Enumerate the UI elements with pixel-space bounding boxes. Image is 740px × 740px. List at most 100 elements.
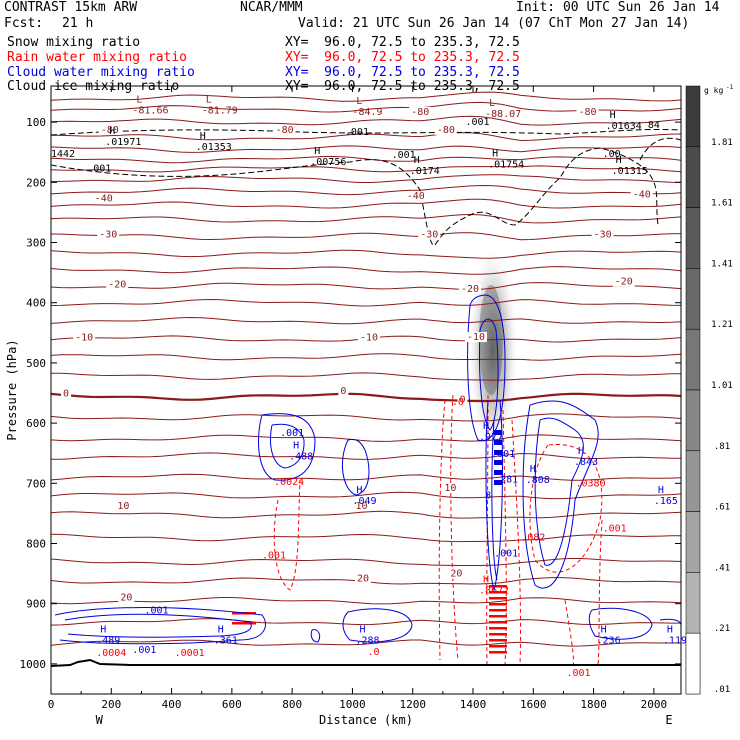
isotherm-label-bg: [353, 501, 370, 512]
extremum-value: .488: [289, 451, 313, 462]
colorbar-level-label: .41: [714, 563, 730, 573]
isotherm-line: [51, 198, 681, 209]
isotherm-line: [51, 132, 681, 142]
isotherm-label: -40: [633, 189, 651, 200]
rain-contour: [486, 394, 489, 666]
cloud-water-contour: [310, 629, 321, 643]
extremum-symbol: H: [667, 625, 673, 636]
extremum-symbol: H: [530, 464, 536, 475]
cloud-water-core-mark: [494, 440, 502, 445]
cloud-water-core-mark: [494, 470, 502, 475]
labels-layer: -80 -80 -80 -80 -80 -40 -40 -40 -30 -30 -30 -20 -20 -…: [51, 94, 687, 679]
isotherm-label-bg: [115, 501, 132, 512]
rain-contours: [232, 394, 603, 666]
contour-label: .001: [132, 645, 156, 656]
contour-label: .001: [87, 163, 111, 174]
extremum-symbol: H: [314, 146, 320, 157]
cloud-water-contour: [467, 294, 506, 442]
contour-label: .00: [603, 149, 621, 160]
contour-label: .001: [603, 523, 627, 534]
rain-core-mark: [489, 645, 507, 648]
extremum-value: .288: [355, 636, 379, 647]
cloud-water-contour: [64, 613, 252, 638]
cloud-water-core-mark: [494, 480, 502, 485]
y-tick-label: 500: [26, 357, 46, 370]
cloud-water-core-mark: [494, 450, 502, 455]
forecast-value: 21 h: [62, 16, 94, 31]
x-tick-label: 1800: [580, 698, 607, 711]
isotherm-line: [51, 392, 681, 403]
extremum-value: .361: [214, 636, 238, 647]
contour-label: .001: [345, 127, 369, 138]
x-tick-label: 200: [101, 698, 121, 711]
isotherm-label: -40: [407, 191, 425, 202]
rain-core-mark: [489, 627, 507, 630]
cloud-ice-contour: [51, 128, 681, 136]
extremum-value: .01634: [606, 121, 642, 132]
extremum-value: .489: [96, 636, 120, 647]
contour-label: .001: [465, 117, 489, 128]
contour-label: .0: [368, 647, 380, 658]
x-tick-label: 600: [222, 698, 242, 711]
isotherm-label: -30: [594, 230, 612, 241]
rain-core-mark: [489, 585, 507, 588]
x-end-label-west: W: [96, 713, 104, 727]
isotherm-label-bg: [418, 229, 441, 240]
x-tick-label: 1200: [399, 698, 426, 711]
isotherm-label-bg: [97, 229, 120, 240]
isotherm-label-bg: [442, 483, 459, 494]
extremum-symbol: H: [293, 440, 299, 451]
colorbar-swatch: [685, 328, 701, 391]
field-name-rain: Rain water mixing ratio: [7, 50, 188, 65]
isotherm-label-bg: [434, 124, 457, 135]
cloud-water-contour: [478, 318, 499, 431]
isotherm-line: [51, 266, 681, 275]
cloud-water-contour: [342, 608, 413, 643]
cloud-water-contours: [54, 294, 681, 645]
extremum-value: -84.9: [352, 107, 382, 118]
colorbar-level-label: 1.61: [711, 199, 733, 209]
cloud-ice-contour: [51, 147, 659, 246]
extremum-value: .01315: [612, 166, 648, 177]
rain-core-mark: [489, 615, 507, 618]
isotherm-label-bg: [357, 332, 380, 343]
plot-area: [51, 91, 681, 667]
extremum-symbol: H: [109, 126, 115, 137]
cloud-ice-contour: [639, 137, 681, 161]
extremum-symbol: H: [218, 625, 224, 636]
contour-label: .0004: [96, 648, 126, 659]
valid-time: Valid: 21 UTC Sun 26 Jan 14 (07 ChT Mon …: [298, 16, 690, 31]
extremum-symbol: H: [359, 625, 365, 636]
isotherm-label: 20: [450, 569, 462, 580]
colorbar-swatch: [685, 146, 701, 208]
isotherm-label: 10: [117, 501, 129, 512]
isotherm-line: [51, 115, 681, 126]
isotherm-label-bg: [409, 106, 432, 117]
extremum-value: .01971: [105, 137, 141, 148]
extremum-value: .977: [479, 432, 503, 443]
isotherm-line: [51, 145, 681, 153]
y-axis-label: Pressure (hPa): [5, 339, 19, 440]
y-tick-label: 900: [26, 598, 46, 611]
isotherm-line: [51, 473, 681, 481]
rain-core-mark: [489, 597, 507, 600]
isotherm-label-bg: [354, 573, 371, 584]
y-tick-label: 300: [26, 237, 46, 250]
rain-contour: [564, 599, 574, 666]
x-tick-label: 1600: [520, 698, 547, 711]
extremum-value: .049: [352, 496, 376, 507]
isotherm-line: [51, 91, 681, 102]
cloud-water-contour: [588, 607, 653, 640]
isotherm-label: -10: [467, 332, 485, 343]
contour-label: .001: [392, 150, 416, 161]
extremum-symbol: L: [356, 96, 362, 107]
isotherm-line: [51, 639, 681, 647]
isotherm-label: -80: [437, 125, 455, 136]
contour-label: .001: [566, 668, 590, 679]
isotherm-label: 10: [355, 501, 367, 512]
extremum-symbol: L: [489, 98, 495, 109]
isotherm-label-bg: [273, 124, 296, 135]
isotherm-label: -80: [579, 107, 597, 118]
extremum-symbol: L: [206, 94, 212, 105]
